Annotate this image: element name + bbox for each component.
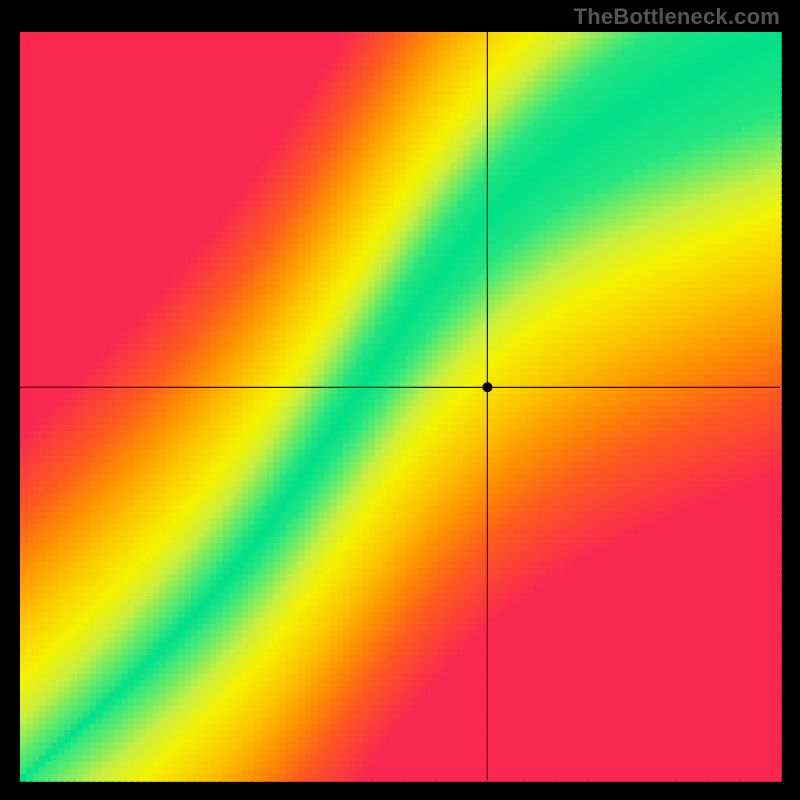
watermark-text: TheBottleneck.com [574,4,780,30]
bottleneck-heatmap-canvas [0,0,800,800]
